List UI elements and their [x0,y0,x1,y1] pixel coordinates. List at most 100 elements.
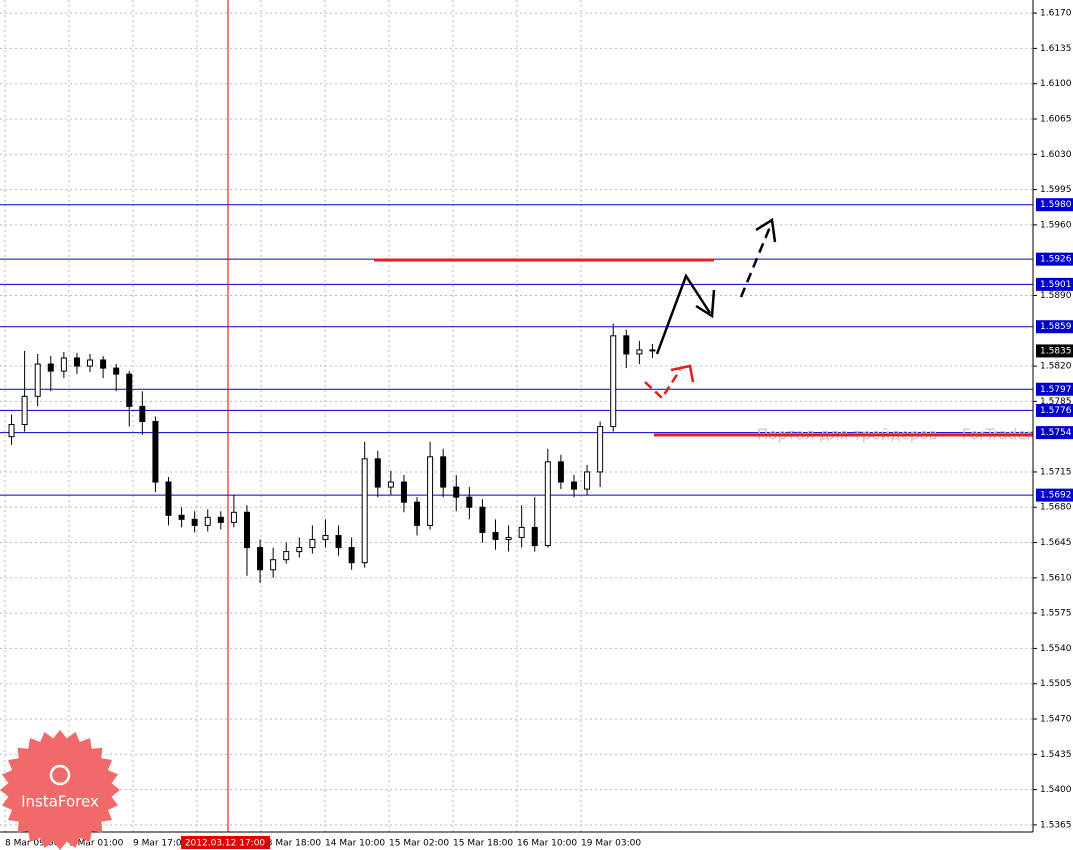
arrow-head [695,289,716,319]
y-tick-label: 1.5575 [1040,609,1072,619]
candle-body [361,458,368,564]
candle-body [584,471,591,490]
x-tick-label: 8 Mar 09:00 [5,839,60,849]
candle-body [440,456,447,488]
candle-body [610,335,617,428]
y-tick-label: 1.6030 [1040,150,1072,160]
y-tick-label: 1.5890 [1040,291,1072,301]
y-tick-label: 1.5540 [1040,644,1072,654]
level-label-bg [1036,488,1073,502]
level-label: 1.5980 [1040,200,1072,210]
y-tick-label: 1.5505 [1040,679,1072,689]
grid [0,0,1033,832]
candle-body [126,373,133,407]
y-tick-label: 1.5400 [1040,785,1072,795]
candle-body [165,481,172,516]
candle-body [47,363,54,372]
candle-body [427,456,434,526]
candle-body [479,506,486,533]
price-label-bg [1036,344,1073,358]
y-tick-label: 1.6135 [1040,44,1072,54]
candle-body [544,461,551,547]
arrow-head [670,364,695,383]
level-label-bg [1036,320,1073,334]
candle-body [400,481,407,503]
candle-body [283,551,290,561]
candle-body [230,511,237,523]
x-tick-label: 9 Mar 17:00 [133,839,188,849]
level-label-bg [1036,277,1073,291]
candle-body [87,359,94,367]
level-label-bg [1036,252,1073,266]
candle-body [217,516,224,523]
candle-body [597,426,604,473]
y-tick-label: 1.5610 [1040,573,1072,583]
y-tick-label: 1.5995 [1040,185,1072,195]
candle-body [414,501,421,526]
candle-body [387,481,394,488]
y-tick-label: 1.6100 [1040,79,1072,89]
candle-body [335,534,342,549]
candle-body [636,349,643,355]
candle-body [348,547,355,564]
candle-body [531,526,538,547]
candle-body [191,518,198,526]
level-label: 1.5926 [1040,255,1072,265]
y-tick-label: 1.5680 [1040,503,1072,513]
candle-body [113,367,120,375]
candle-body [100,359,107,369]
candle-body [518,526,525,538]
x-tick-label: 15 Mar 18:00 [453,839,513,849]
x-tick-label: 14 Mar 10:00 [325,839,385,849]
y-tick-label: 1.5435 [1040,750,1072,760]
candle-body [152,421,159,483]
logo-icon [49,764,71,786]
candle-body [557,461,564,483]
candle-body [139,405,146,423]
candle-body [322,534,329,541]
level-label: 1.5754 [1040,428,1072,438]
candle-body [73,357,80,367]
candle-body [178,514,185,520]
logo: InstaForex [0,730,120,850]
x-tick-label: 16 Mar 10:00 [517,839,577,849]
candle-body [623,335,630,355]
forecast-path [655,273,712,355]
candle-body [453,486,460,498]
forecast-dashed [739,221,774,298]
candle-body [309,539,316,549]
level-label: 1.5776 [1040,406,1072,416]
y-tick-label: 1.5785 [1040,397,1072,407]
candle-body [8,424,15,438]
candle-body [505,536,512,541]
level-label-bg [1036,382,1073,396]
level-label-bg [1036,426,1073,440]
candle-body [34,363,41,397]
candle-body [257,547,264,571]
logo-text: InstaForex [21,793,99,811]
cursor-label-bg [181,836,270,849]
y-tick-label: 1.5470 [1040,715,1072,725]
candle-body [492,531,499,541]
arrow-head [755,217,777,243]
y-tick-label: 1.5820 [1040,362,1072,372]
candle-body [296,547,303,553]
x-tick-label: 9 Mar 01:00 [69,839,124,849]
forecast-arrows [644,217,777,400]
candle-body [270,559,277,571]
logo-badge [0,730,120,850]
cursor-label: 2012.03.12 17:00 [185,839,266,849]
price-label: 1.5835 [1040,346,1072,356]
candle-body [243,511,250,549]
candle-body [570,481,577,490]
y-tick-label: 1.5960 [1040,220,1072,230]
candle-body [60,357,67,372]
alt-forecast [644,369,682,400]
level-label: 1.5692 [1040,491,1072,501]
axis-labels: 1.6170 1.6135 1.6100 1.6065 1.6030 1.5995 1.59… [5,9,1073,849]
candle-body [21,395,28,426]
level-label-bg [1036,403,1073,417]
level-label: 1.5901 [1040,280,1072,290]
